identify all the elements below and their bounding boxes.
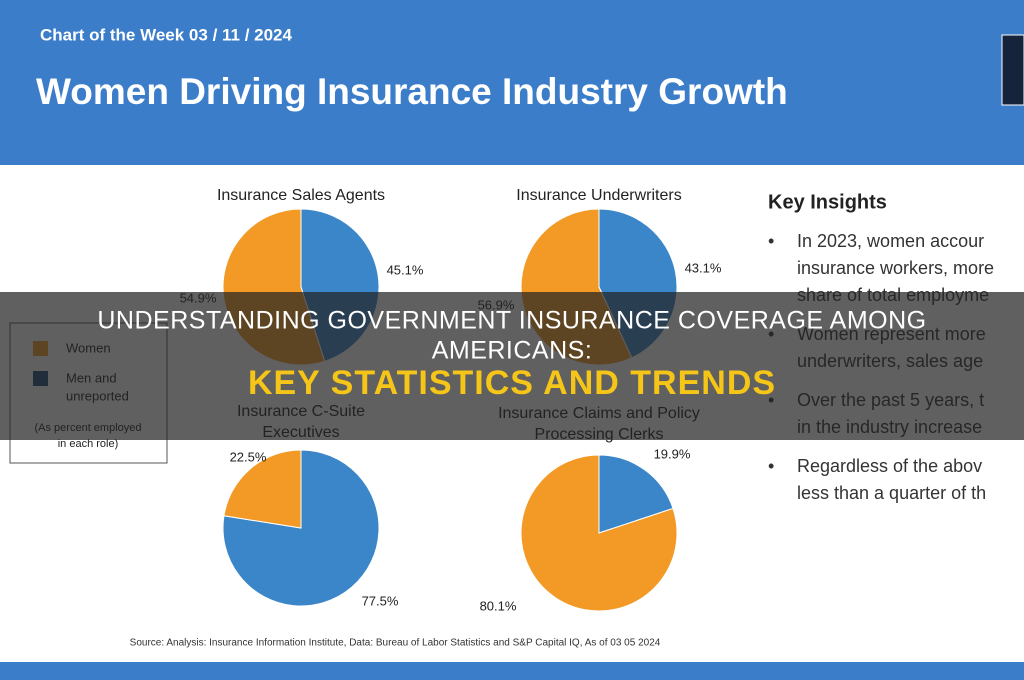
pie-title: Insurance Sales Agents [217,187,385,204]
overlay-text: UNDERSTANDING GOVERNMENT INSURANCE COVER… [97,307,926,335]
value-label: 45.1% [387,262,424,277]
insight-text: less than a quarter of th [797,483,986,503]
value-label: 80.1% [480,598,517,613]
bullet-dot: • [768,456,774,476]
overlay-highlight: KEY STATISTICS AND TRENDS [248,364,776,402]
insight-text: In 2023, women accour [797,231,984,251]
overlay-band [0,292,1024,440]
footer-band [0,662,1024,680]
value-label: 43.1% [685,260,722,275]
logo-box [1001,34,1024,106]
value-label: 22.5% [230,449,267,464]
source: Source: Analysis: Insurance Information … [130,638,661,649]
pie-slice [598,454,674,534]
pie-slice [520,454,678,612]
pie-title: Insurance Underwriters [516,187,681,204]
page-title: Women Driving Insurance Industry Growth [36,71,788,112]
value-label: 19.9% [654,446,691,461]
insights-heading: Key Insights [768,191,887,213]
pie-slice [223,449,302,529]
insight-text: insurance workers, more [797,258,994,278]
overlay: UNDERSTANDING GOVERNMENT INSURANCE COVER… [97,307,926,402]
legend-note: in each role) [58,438,119,450]
header-band [0,0,1024,165]
bullet-dot: • [768,231,774,251]
insight-text: Regardless of the abov [797,456,982,476]
overlay-text: AMERICANS: [432,337,593,365]
kicker: Chart of the Week 03 / 11 / 2024 [40,25,293,44]
value-label: 77.5% [362,593,399,608]
